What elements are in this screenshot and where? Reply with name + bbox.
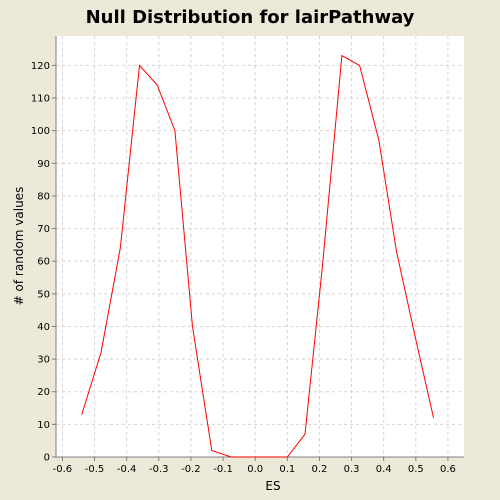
y-tick-label: 110 [31, 94, 50, 105]
x-tick-label: 0.6 [440, 464, 456, 475]
y-tick-label: 90 [37, 159, 50, 170]
x-tick-label: 0.4 [376, 464, 392, 475]
y-tick-label: 60 [37, 257, 50, 268]
plot-area [56, 36, 464, 457]
y-tick-label: 70 [37, 224, 50, 235]
y-tick-label: 100 [31, 126, 50, 137]
y-axis-label: # of random values [12, 187, 26, 306]
y-tick-label: 50 [37, 289, 50, 300]
y-tick-label: 10 [37, 420, 50, 431]
series-line [81, 54, 434, 458]
y-tick-label: 0 [44, 453, 50, 464]
x-tick-label: -0.6 [53, 464, 73, 475]
x-tick-label: 0.0 [247, 464, 263, 475]
x-tick-label: -0.5 [85, 464, 105, 475]
x-tick-label: -0.1 [213, 464, 233, 475]
grid-lines [56, 36, 464, 458]
y-tick-label: 30 [37, 355, 50, 366]
x-tick-label: 0.2 [311, 464, 327, 475]
y-tick-label: 40 [37, 322, 50, 333]
x-tick-label: -0.2 [181, 464, 201, 475]
x-tick-label: -0.4 [117, 464, 137, 475]
x-tick-label: 0.5 [408, 464, 424, 475]
x-tick-label: 0.3 [344, 464, 360, 475]
chart-title: Null Distribution for lairPathway [86, 7, 415, 28]
axes: 0 10 20 30 40 50 60 70 80 90 100 110 120 -0.6 -0.5 -0.4… [31, 36, 464, 475]
y-tick-label: 80 [37, 191, 50, 202]
x-tick-label: 0.1 [279, 464, 295, 475]
y-tick-label: 120 [31, 61, 50, 72]
x-tick-label: -0.3 [149, 464, 169, 475]
y-tick-label: 20 [37, 387, 50, 398]
series-layer [81, 54, 434, 458]
x-axis-label: ES [265, 479, 280, 493]
